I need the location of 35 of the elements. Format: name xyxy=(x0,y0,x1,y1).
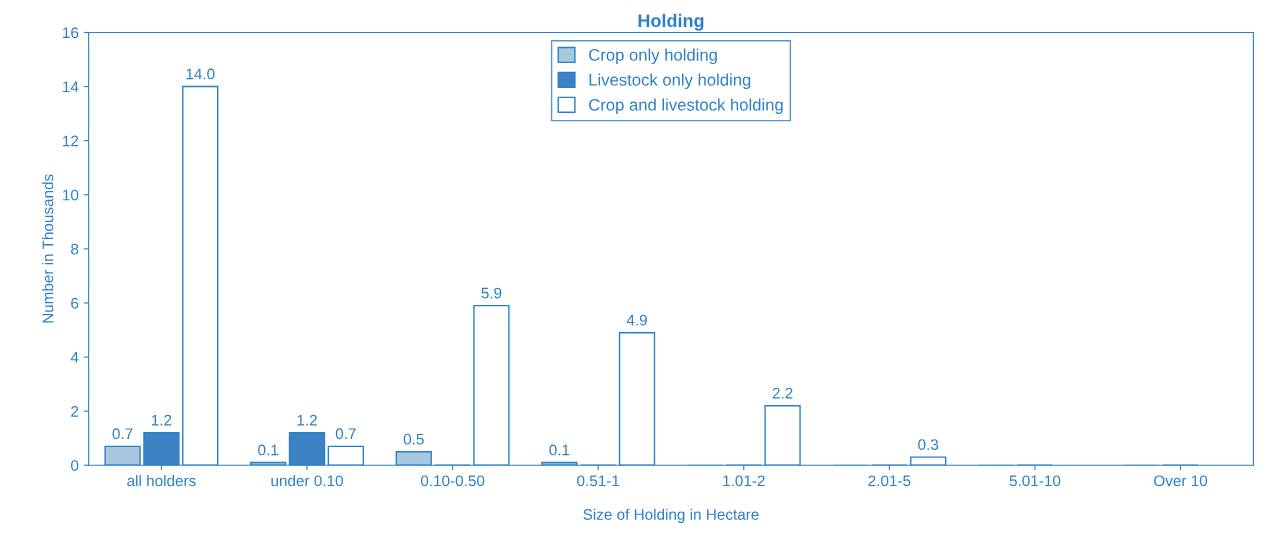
data-label: 2.2 xyxy=(772,387,793,399)
y-axis-title: Number in Thousands xyxy=(42,174,54,323)
y-tick-label: 10 xyxy=(63,189,79,201)
data-label: 0.1 xyxy=(258,444,279,456)
legend-label: Crop only holding xyxy=(589,48,717,65)
data-label: 14.0 xyxy=(186,68,215,80)
legend-label: Livestock only holding xyxy=(589,73,751,90)
data-label: 0.3 xyxy=(918,439,939,450)
y-tick-label: 0 xyxy=(71,460,79,471)
y-tick-label: 12 xyxy=(63,135,79,147)
x-tick-label: 2.01-5 xyxy=(868,475,911,487)
data-label: 1.2 xyxy=(151,414,172,426)
x-tick-label: all holders xyxy=(127,474,196,487)
y-tick-label: 16 xyxy=(63,27,79,39)
y-tick-label: 4 xyxy=(70,352,79,363)
x-tick-label: 1.01-2 xyxy=(723,475,765,487)
y-tick-label: 2 xyxy=(71,406,79,417)
x-axis-title: Size of Holding in Hectare xyxy=(583,508,759,523)
data-label: 0.7 xyxy=(335,428,356,440)
y-tick-label: 8 xyxy=(71,243,79,255)
data-label: 0.7 xyxy=(112,428,133,440)
y-tick-label: 6 xyxy=(71,297,79,309)
data-label: 0.1 xyxy=(549,444,570,456)
x-tick-label: Over 10 xyxy=(1154,475,1208,487)
y-tick-label: 14 xyxy=(63,81,79,93)
x-tick-label: 5.01-10 xyxy=(1009,475,1061,487)
data-label: 1.2 xyxy=(297,414,317,426)
x-tick-label: 0.51-1 xyxy=(577,475,620,487)
x-tick-label: 0.10-0.50 xyxy=(420,475,485,487)
data-label: 4.9 xyxy=(626,314,647,326)
data-label: 5.9 xyxy=(481,287,502,299)
x-tick-label: under 0.10 xyxy=(271,474,343,487)
data-label: 0.5 xyxy=(403,433,424,445)
chart-title: Holding xyxy=(638,13,704,31)
legend-label: Crop and livestock holding xyxy=(589,98,783,114)
